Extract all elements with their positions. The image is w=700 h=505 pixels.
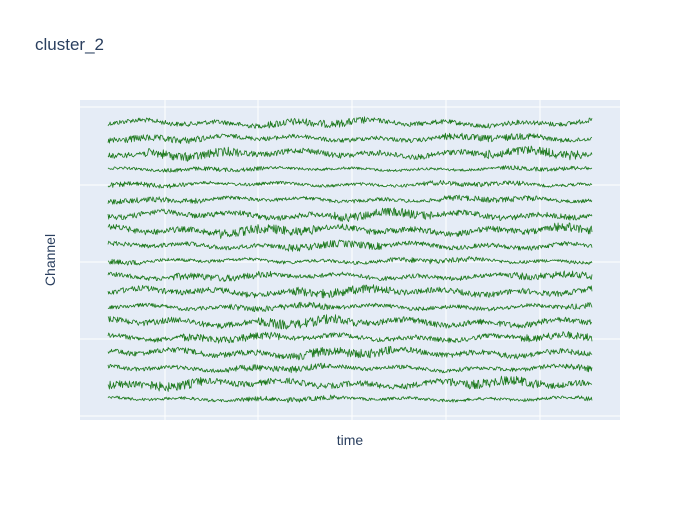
channel-trace-2	[107, 132, 593, 144]
channel-trace-12	[107, 284, 593, 299]
channel-trace-14	[107, 314, 592, 330]
channel-trace-8	[107, 222, 593, 239]
channel-trace-13	[107, 301, 593, 312]
channel-trace-11	[107, 270, 593, 282]
channel-trace-18	[107, 375, 593, 392]
channel-trace-10	[107, 256, 593, 266]
x-axis-title: time	[337, 432, 364, 448]
chart-title: cluster_2	[35, 35, 104, 54]
channel-trace-5	[107, 180, 593, 189]
channel-trace-15	[107, 331, 593, 344]
channel-trace-4	[107, 165, 593, 173]
channel-trace-1	[107, 116, 593, 129]
channel-trace-19	[107, 394, 593, 403]
channel-trace-16	[107, 346, 593, 361]
channel-traces	[107, 116, 593, 403]
channel-trace-17	[107, 362, 593, 374]
channel-trace-3	[107, 145, 593, 162]
channel-trace-6	[107, 194, 593, 205]
channel-trace-7	[107, 207, 593, 222]
channel-trace-9	[107, 239, 593, 252]
y-axis-title: Channel	[42, 234, 58, 286]
